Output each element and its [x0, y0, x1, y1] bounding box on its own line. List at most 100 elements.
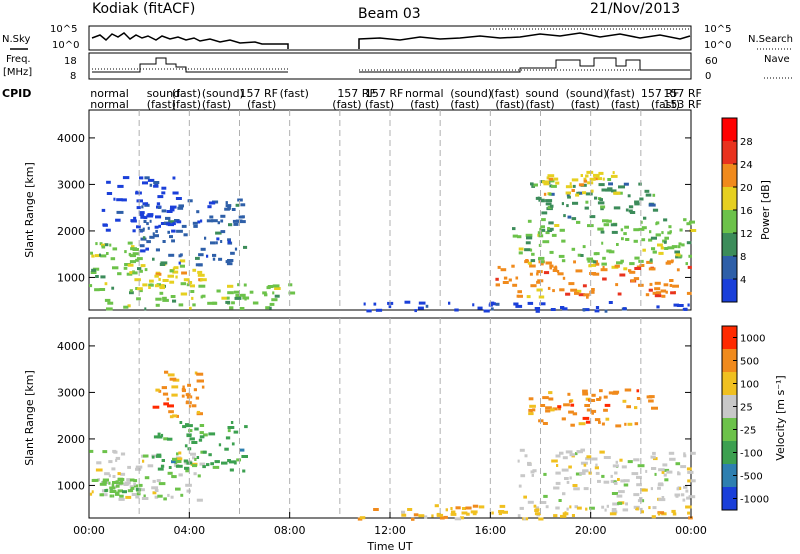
velocity-mark — [519, 448, 525, 452]
power-mark — [604, 309, 608, 313]
power-mark — [598, 171, 604, 175]
power-mark — [549, 266, 552, 270]
power-mark — [90, 271, 97, 274]
velocity-mark — [133, 482, 136, 486]
power-mark — [580, 174, 583, 177]
power-mark — [589, 290, 595, 294]
power-mark — [229, 306, 234, 310]
power-mark — [269, 306, 272, 310]
velocity-mark — [203, 433, 208, 437]
power-mark — [169, 208, 175, 212]
velocity-mark — [401, 510, 406, 514]
velocity-mark — [610, 474, 613, 478]
power-mark — [155, 215, 162, 219]
power-mark — [512, 283, 518, 287]
power-mark — [180, 282, 186, 286]
velocity-mark — [193, 388, 197, 392]
power-mark — [95, 242, 98, 246]
power-mark — [606, 249, 612, 253]
velocity-mark — [163, 437, 169, 441]
power-mark — [178, 204, 184, 208]
power-mark — [228, 223, 233, 227]
power-mark — [545, 199, 553, 203]
power-mark — [211, 219, 218, 223]
cpid-text-16: (fast) — [410, 98, 439, 111]
power-mark — [633, 228, 640, 232]
power-mark — [91, 268, 96, 272]
velocity-mark — [530, 470, 535, 474]
power-mark — [136, 257, 143, 261]
power-colorbar-label: 28 — [740, 137, 753, 148]
power-mark — [656, 305, 660, 309]
power-mark — [135, 287, 138, 290]
power-mark — [137, 267, 142, 271]
velocity-colorbar-swatch — [722, 487, 737, 510]
power-mark — [238, 215, 244, 219]
power-mark — [600, 268, 608, 272]
velocity-mark — [201, 385, 205, 389]
velocity-mark — [129, 478, 135, 482]
power-mark — [553, 177, 559, 181]
velocity-mark — [176, 414, 179, 418]
velocity-mark — [523, 517, 526, 521]
noise-strip-frame — [88, 25, 692, 51]
power-mark — [105, 228, 111, 232]
cpid-text-26: (fast) — [611, 98, 640, 111]
velocity-mark — [636, 483, 642, 487]
power-mark — [215, 231, 222, 235]
power-mark — [186, 283, 191, 287]
cpid-text-8: 157 RF — [240, 87, 278, 100]
power-mark — [576, 191, 581, 195]
velocity-mark — [577, 450, 583, 454]
freq-tick-high: 18 — [64, 56, 77, 67]
power-colorbar-swatch — [722, 164, 737, 187]
velocity-mark — [584, 404, 590, 407]
velocity-mark — [478, 505, 485, 509]
velocity-mark — [169, 415, 174, 419]
power-mark — [220, 214, 226, 218]
power-mark — [561, 259, 566, 263]
power-mark — [660, 289, 667, 293]
date-title: 21/Nov/2013 — [590, 1, 680, 17]
power-mark — [143, 220, 147, 223]
velocity-mark — [183, 459, 188, 463]
power-mark — [575, 193, 580, 197]
power-mark — [639, 197, 644, 201]
velocity-mark — [528, 412, 534, 416]
power-mark — [536, 272, 539, 276]
power-mark — [177, 206, 184, 210]
power-mark — [388, 305, 392, 309]
power-mark — [221, 296, 228, 300]
velocity-mark — [661, 470, 665, 474]
cpid-text-17: (sound) — [450, 87, 492, 100]
power-mark — [562, 307, 568, 311]
power-mark — [567, 215, 572, 219]
power-mark — [552, 289, 555, 293]
nsky-label: N.Sky — [2, 34, 30, 45]
velocity-mark — [594, 466, 599, 470]
power-mark — [613, 206, 621, 210]
x-tick-label: 08:00 — [274, 524, 306, 537]
power-mark — [161, 209, 167, 213]
power-mark — [210, 241, 216, 245]
power-mark — [526, 295, 531, 299]
power-mark — [676, 268, 680, 272]
power-colorbar-swatch — [722, 233, 737, 256]
power-mark — [112, 247, 118, 251]
velocity-mark — [575, 452, 578, 456]
power-mark — [191, 296, 194, 300]
velocity-mark — [418, 514, 425, 518]
power-mark — [530, 259, 536, 263]
power-mark — [610, 174, 618, 178]
power-mark — [138, 269, 143, 273]
power-ytick-label: 3000 — [57, 178, 85, 191]
velocity-mark — [687, 479, 691, 483]
velocity-mark — [186, 395, 190, 399]
power-mark — [650, 236, 657, 240]
velocity-mark — [669, 457, 676, 461]
velocity-mark — [528, 408, 533, 412]
power-mark — [654, 287, 661, 291]
power-mark — [225, 201, 228, 205]
x-tick-label: 20:00 — [575, 524, 607, 537]
power-mark — [115, 218, 121, 222]
